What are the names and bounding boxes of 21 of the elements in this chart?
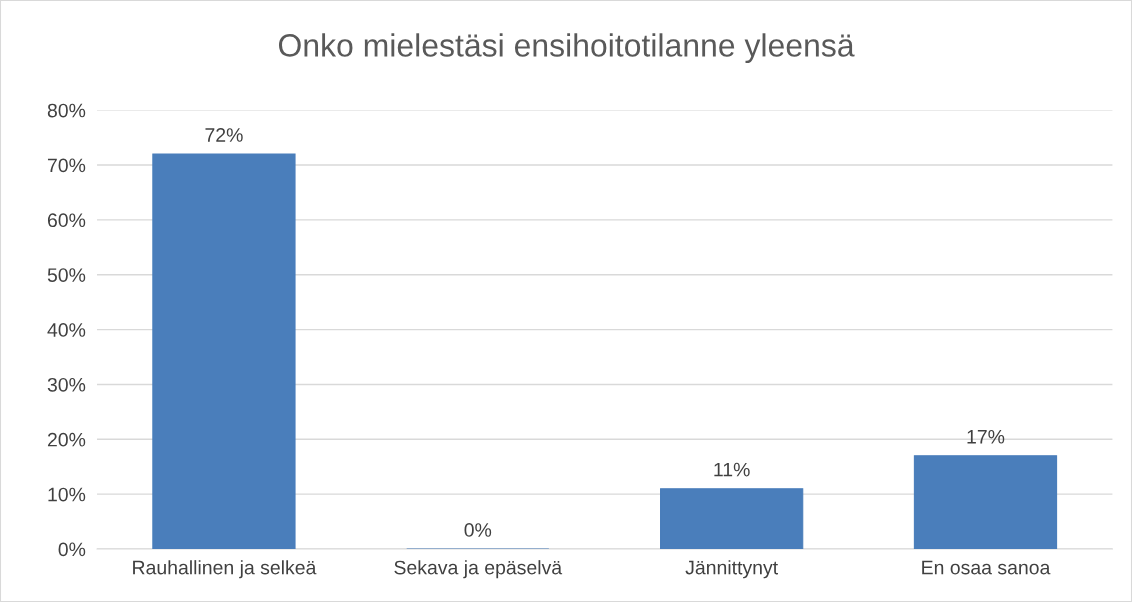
- chart-title: Onko mielestäsi ensihoitotilanne yleensä: [278, 33, 855, 64]
- y-tick-label: 0%: [58, 542, 86, 557]
- y-tick-label: 30%: [47, 377, 86, 392]
- y-tick-label: 40%: [47, 323, 86, 337]
- y-tick-label: 70%: [47, 158, 86, 173]
- x-tick-label: Rauhallinen ja selkeä: [133, 560, 317, 579]
- y-tick-label: 60%: [47, 213, 86, 228]
- y-tick-label: 20%: [47, 432, 86, 447]
- data-label: 11%: [714, 462, 750, 477]
- x-tick-label: Sekava ja epäselvä: [394, 560, 563, 579]
- x-tick-label: En osaa sanoa: [922, 560, 1051, 575]
- data-label: 72%: [205, 128, 243, 142]
- bar: [152, 153, 296, 550]
- data-label: 17%: [967, 429, 1005, 444]
- x-tick-label: Jännittynyt: [685, 560, 778, 579]
- data-label: 0%: [464, 523, 492, 537]
- bar: [913, 455, 1058, 550]
- y-tick-label: 80%: [47, 103, 86, 118]
- bar: [660, 488, 804, 550]
- y-tick-label: 10%: [48, 487, 86, 502]
- y-tick-label: 50%: [47, 268, 86, 282]
